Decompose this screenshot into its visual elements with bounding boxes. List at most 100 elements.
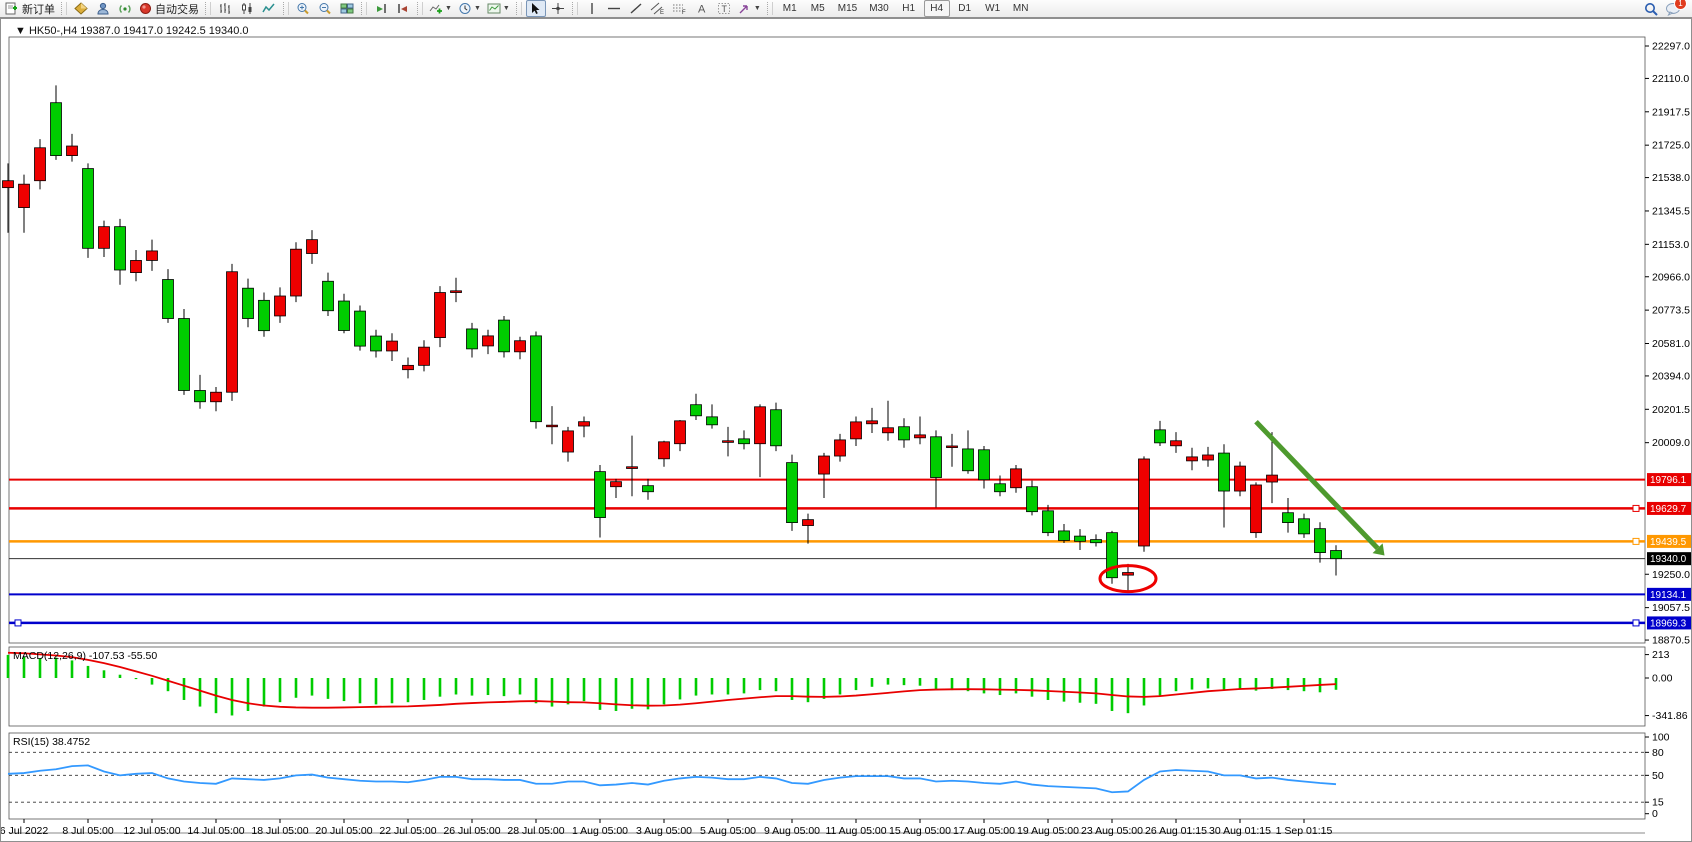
line-handle[interactable] (1632, 504, 1640, 512)
price-badge-text: 18969.3 (1650, 618, 1687, 629)
candle-19 (306, 230, 318, 264)
candle-body (1266, 474, 1278, 483)
svg-text:E: E (660, 10, 664, 15)
price-panel[interactable] (8, 36, 1646, 644)
chart-shift-icon (398, 4, 407, 13)
autotrading-button[interactable]: 自动交易 (137, 0, 201, 17)
timeframe-m15[interactable]: M15 (837, 3, 858, 14)
time-tick-label: 6 Jul 2022 (1, 825, 48, 837)
new-order-button[interactable]: 新订单 (3, 0, 57, 17)
vertical-line-button[interactable] (582, 0, 602, 17)
candle-14 (226, 263, 238, 401)
rsi-axis-label: 0 (1652, 808, 1658, 820)
auto-scroll-button[interactable] (371, 0, 391, 17)
timeframe-h4[interactable]: H4 (923, 0, 950, 17)
candle-body (514, 340, 526, 353)
candle-body (146, 250, 158, 261)
candle-body (66, 145, 78, 156)
candle-75 (1202, 446, 1214, 467)
line-chart-button[interactable] (259, 0, 279, 17)
channel-button[interactable]: E (648, 0, 668, 17)
mql5-button[interactable] (71, 0, 91, 17)
candlestick-icon (242, 3, 252, 14)
candle-73 (1170, 432, 1182, 453)
candle-body (722, 440, 734, 443)
line-handle[interactable] (1632, 537, 1640, 545)
trendline-button[interactable] (626, 0, 646, 17)
price-tick-label: 19250.0 (1652, 569, 1690, 581)
candle-body (866, 420, 878, 425)
bar-chart-button[interactable] (215, 0, 235, 17)
periods-button[interactable]: ▼ (456, 0, 483, 17)
chart-window[interactable]: ▼ HK50-,H4 19387.0 19417.0 19242.5 19340… (0, 18, 1692, 842)
signal-icon (119, 5, 131, 13)
arrows-menu-button[interactable]: ▼ (736, 0, 763, 17)
new-order-label: 新订单 (22, 3, 55, 16)
chart-title[interactable]: ▼ HK50-,H4 19387.0 19417.0 19242.5 19340… (15, 25, 249, 37)
candle-body (610, 481, 622, 488)
price-badge-text: 19439.5 (1650, 537, 1687, 548)
candle-body (626, 466, 638, 469)
horizontal-line-button[interactable] (604, 0, 624, 17)
macd-panel[interactable] (8, 646, 1646, 727)
signals-button[interactable] (115, 0, 135, 17)
cursor-button[interactable] (525, 0, 546, 17)
candle-11 (178, 309, 190, 395)
candle-body (1106, 532, 1118, 579)
highlight-ellipse[interactable] (1098, 564, 1158, 594)
candle-4 (66, 133, 78, 162)
zoom-out-button[interactable] (315, 0, 335, 17)
trend-arrow-line[interactable] (1254, 419, 1380, 550)
candle-body (466, 328, 478, 350)
timeframe-mn[interactable]: MN (1012, 3, 1029, 14)
candle-65 (1042, 504, 1054, 537)
candle-body (642, 485, 654, 493)
rsi-panel[interactable] (8, 732, 1646, 820)
price-line-badge: 19796.1 (1647, 473, 1691, 487)
toolbar-separator (417, 2, 423, 15)
timeframe-m30[interactable]: M30 (869, 3, 889, 14)
timeframe-h1[interactable]: H1 (902, 3, 916, 14)
candle-16 (258, 292, 270, 337)
crosshair-button[interactable] (548, 0, 568, 17)
timeframe-m1[interactable]: M1 (782, 3, 797, 14)
candle-body (898, 426, 910, 441)
line-handle[interactable] (14, 619, 22, 627)
line-handle[interactable] (1632, 619, 1640, 627)
candle-body (130, 260, 142, 273)
timeframe-w1[interactable]: W1 (985, 3, 1001, 14)
macd-label: MACD(12,26,9) -107.53 -55.50 (13, 650, 157, 662)
text-button[interactable]: A (692, 0, 712, 17)
candle-39 (626, 435, 638, 497)
indicators-button[interactable]: ▼ (427, 0, 454, 17)
candle-body (162, 279, 174, 319)
candle-9 (146, 239, 158, 271)
rsi-indicator: RSI(15) 38.4752 100 80 50 150 (7, 732, 1670, 820)
chat-button[interactable]: 1 (1663, 0, 1687, 17)
toolbar-separator (515, 2, 522, 15)
search-button[interactable] (1641, 0, 1661, 17)
candle-body (402, 364, 414, 371)
timeframe-d1[interactable]: D1 (958, 3, 972, 14)
candlestick-button[interactable] (237, 0, 257, 17)
time-tick-label: 12 Jul 05:00 (123, 825, 180, 837)
community-button[interactable] (93, 0, 113, 17)
candle-body (18, 183, 30, 208)
tile-windows-button[interactable] (337, 0, 357, 17)
cursor-icon (532, 3, 540, 14)
candle-21 (338, 293, 350, 334)
fibonacci-icon: F (673, 4, 686, 15)
templates-button[interactable]: ▼ (485, 0, 512, 17)
diamond-icon (74, 2, 88, 15)
text-label-button[interactable]: T (714, 0, 734, 17)
zoom-in-button[interactable] (293, 0, 313, 17)
price-tick-label: 21725.0 (1652, 140, 1690, 152)
timeframe-m5[interactable]: M5 (810, 3, 825, 14)
time-tick-label: 18 Jul 05:00 (251, 825, 308, 837)
trend-arrow-head[interactable] (1372, 543, 1385, 556)
candle-body (562, 430, 574, 453)
candle-68 (1090, 534, 1102, 547)
candle-body (594, 471, 606, 518)
fibonacci-button[interactable]: F (670, 0, 690, 17)
chart-shift-button[interactable] (393, 0, 413, 17)
